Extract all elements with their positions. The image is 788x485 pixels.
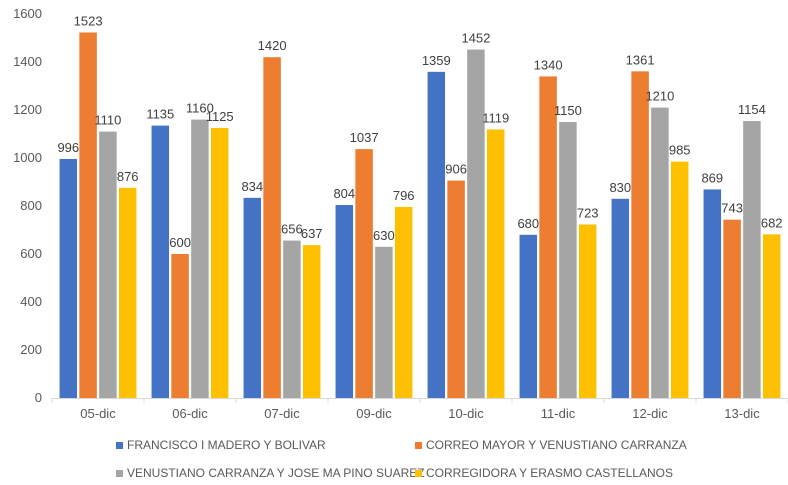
bars	[59, 32, 781, 399]
legend-swatch	[415, 441, 422, 449]
legend-label: CORREO MAYOR Y VENUSTIANO CARRANZA	[426, 438, 687, 452]
y-tick-label: 1600	[13, 6, 42, 21]
bar	[302, 245, 321, 398]
bar	[79, 32, 97, 398]
bar	[762, 234, 781, 398]
data-label: 1420	[258, 38, 287, 53]
bar	[519, 234, 538, 398]
bar	[375, 246, 393, 398]
data-label: 1160	[186, 101, 214, 116]
data-label: 1119	[482, 110, 509, 125]
data-label: 906	[445, 162, 467, 177]
data-label: 637	[301, 226, 323, 241]
x-tick-label: 05-dic	[80, 406, 116, 421]
legend-item-1: CORREO MAYOR Y VENUSTIANO CARRANZA	[415, 438, 687, 452]
y-tick-label: 600	[20, 246, 42, 261]
bar	[467, 49, 485, 399]
legend-swatch	[116, 441, 123, 449]
data-label: 1361	[626, 52, 655, 67]
data-label: 1154	[738, 102, 766, 117]
data-label: 1523	[74, 13, 103, 28]
bar	[263, 57, 281, 398]
bar	[99, 131, 117, 398]
y-tick-label: 1400	[13, 54, 42, 69]
x-tick-label: 10-dic	[448, 406, 484, 421]
legend-item-3: CORREGIDORA Y ERASMO CASTELLANOS	[415, 466, 673, 480]
bar	[631, 71, 649, 399]
bar	[59, 158, 78, 398]
bar	[118, 187, 137, 398]
bar	[283, 240, 301, 398]
data-label: 1110	[94, 113, 121, 128]
bar	[611, 198, 630, 398]
data-label: 1125	[206, 109, 234, 124]
data-label: 985	[669, 143, 691, 158]
bar	[743, 121, 761, 398]
bar	[651, 107, 669, 398]
x-tick-label: 13-dic	[724, 406, 760, 421]
legend-item-2: VENUSTIANO CARRANZA Y JOSE MA PINO SUARE…	[116, 466, 425, 480]
legend-label: VENUSTIANO CARRANZA Y JOSE MA PINO SUARE…	[127, 466, 425, 480]
legend-item-0: FRANCISCO I MADERO Y BOLIVAR	[116, 438, 326, 452]
bar	[486, 129, 505, 398]
data-label: 723	[577, 205, 599, 220]
bar	[723, 219, 741, 398]
bar	[243, 197, 262, 398]
x-tick-label: 07-dic	[264, 406, 300, 421]
bar	[151, 125, 170, 398]
y-tick-label: 400	[20, 294, 42, 309]
data-label: 1452	[461, 31, 490, 46]
bar	[355, 149, 373, 398]
y-axis: 0 200 400 600 800 1000 1200 1400 1600	[13, 6, 42, 405]
bar	[447, 180, 465, 398]
y-tick-label: 0	[35, 390, 42, 405]
bar	[191, 119, 209, 398]
bar	[335, 205, 354, 398]
data-label: 869	[701, 170, 723, 185]
data-label: 804	[333, 186, 355, 201]
data-label: 600	[169, 235, 191, 250]
data-label: 830	[609, 180, 631, 195]
x-tick-label: 11-dic	[541, 406, 576, 421]
data-label: 656	[281, 222, 303, 237]
data-label: 996	[57, 140, 79, 155]
y-tick-label: 1200	[13, 102, 42, 117]
x-tick-label: 12-dic	[632, 406, 668, 421]
data-label: 876	[117, 169, 139, 184]
bar	[670, 161, 689, 398]
data-label: 834	[241, 179, 263, 194]
data-label: 630	[373, 228, 395, 243]
data-label: 682	[761, 215, 783, 230]
x-tick-label: 06-dic	[172, 406, 208, 421]
y-tick-label: 800	[20, 198, 42, 213]
bar	[427, 71, 446, 398]
legend-swatch	[415, 469, 422, 477]
bar	[539, 76, 557, 399]
bar	[394, 206, 413, 398]
data-labels: 9961523111087611356001160112583414206566…	[57, 13, 782, 250]
bar	[703, 189, 722, 398]
data-label: 1135	[146, 107, 174, 122]
legend-label: FRANCISCO I MADERO Y BOLIVAR	[127, 438, 326, 452]
data-label: 1340	[534, 57, 563, 72]
data-label: 743	[721, 201, 743, 216]
data-label: 796	[393, 188, 415, 203]
bar	[171, 254, 189, 398]
data-label: 1359	[422, 53, 451, 68]
legend-swatch	[116, 469, 123, 477]
legend-label: CORREGIDORA Y ERASMO CASTELLANOS	[426, 466, 673, 480]
y-tick-label: 1000	[13, 150, 42, 165]
bar	[210, 128, 229, 398]
y-tick-label: 200	[20, 342, 42, 357]
data-label: 1037	[350, 130, 379, 145]
bar	[578, 224, 597, 398]
data-label: 1210	[645, 89, 674, 104]
x-axis: 05-dic 06-dic 07-dic 09-dic 10-dic 11-dic 12-d…	[51, 398, 788, 421]
data-label: 680	[517, 216, 539, 231]
bar	[559, 122, 577, 398]
data-label: 1150	[554, 103, 582, 118]
x-tick-label: 09-dic	[356, 406, 392, 421]
